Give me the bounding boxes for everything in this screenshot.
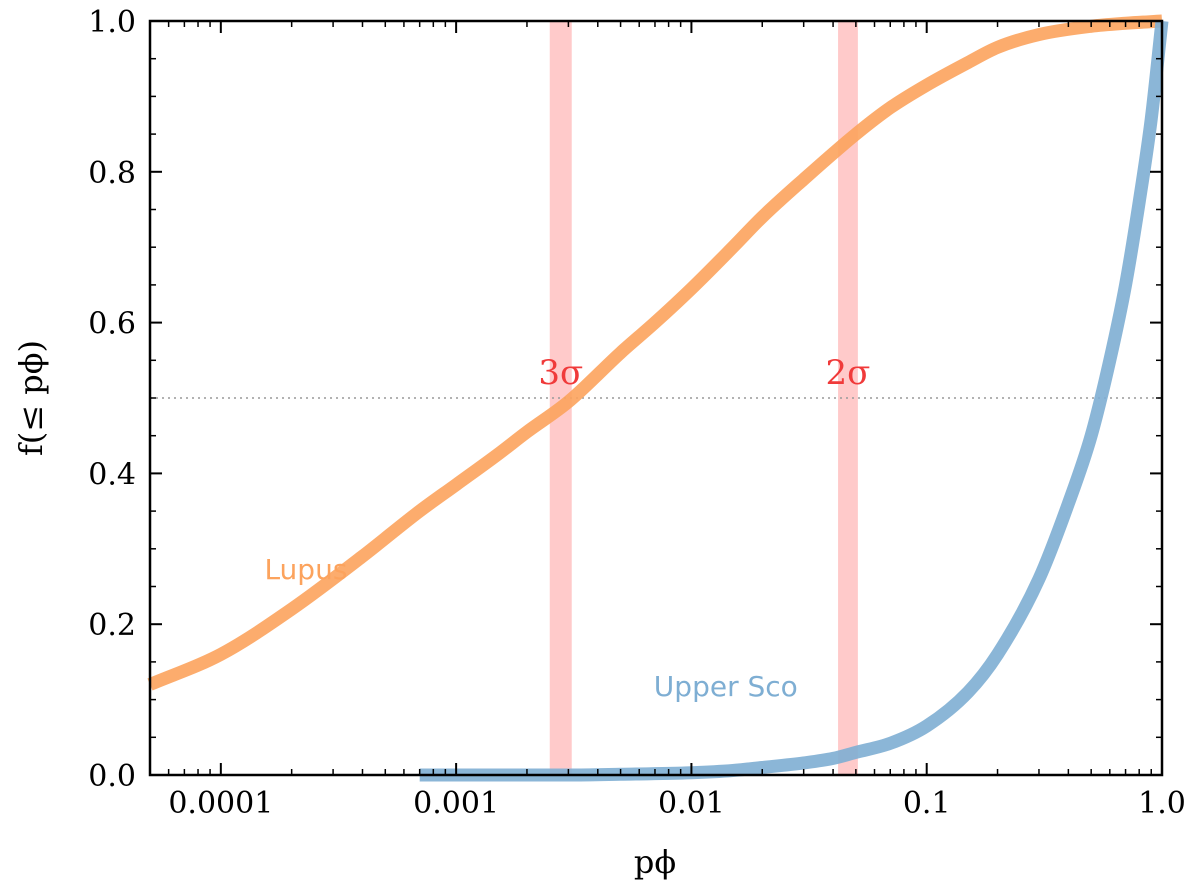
series-label-lupus: Lupus — [264, 553, 347, 586]
sigma-band-label: 3σ — [538, 353, 583, 393]
x-tick-label: 0.001 — [413, 786, 499, 821]
series-lines: Lupus Upper Sco — [147, 14, 1169, 782]
chart-labels: pϕ f(≤ pϕ) — [12, 340, 676, 881]
sigma-band-1 — [549, 21, 572, 775]
y-tick-label: 1.0 — [88, 5, 136, 40]
x-tick-label: 1.0 — [1138, 786, 1186, 821]
x-axis-title: pϕ — [634, 843, 676, 881]
y-tick-label: 0.2 — [88, 608, 136, 643]
y-tick-label: 0.4 — [88, 457, 136, 492]
sigma-band-label: 2σ — [826, 353, 871, 393]
y-axis-title: f(≤ pϕ) — [12, 340, 50, 456]
x-tick-label: 0.1 — [903, 786, 951, 821]
x-tick-label: 0.0001 — [168, 786, 273, 821]
series-line-lupus — [147, 14, 1163, 691]
y-tick-label: 0.6 — [88, 307, 136, 342]
x-tick-label: 0.01 — [658, 786, 725, 821]
series-label-upper-sco: Upper Sco — [654, 670, 798, 703]
y-tick-label: 0.8 — [88, 156, 136, 191]
axis-ticks: 0.0001 0.001 0.01 0.1 1.0 0.0 0.2 0.4 0.6 0.8 1.0 — [88, 5, 1186, 821]
y-tick-label: 0.0 — [88, 759, 136, 794]
